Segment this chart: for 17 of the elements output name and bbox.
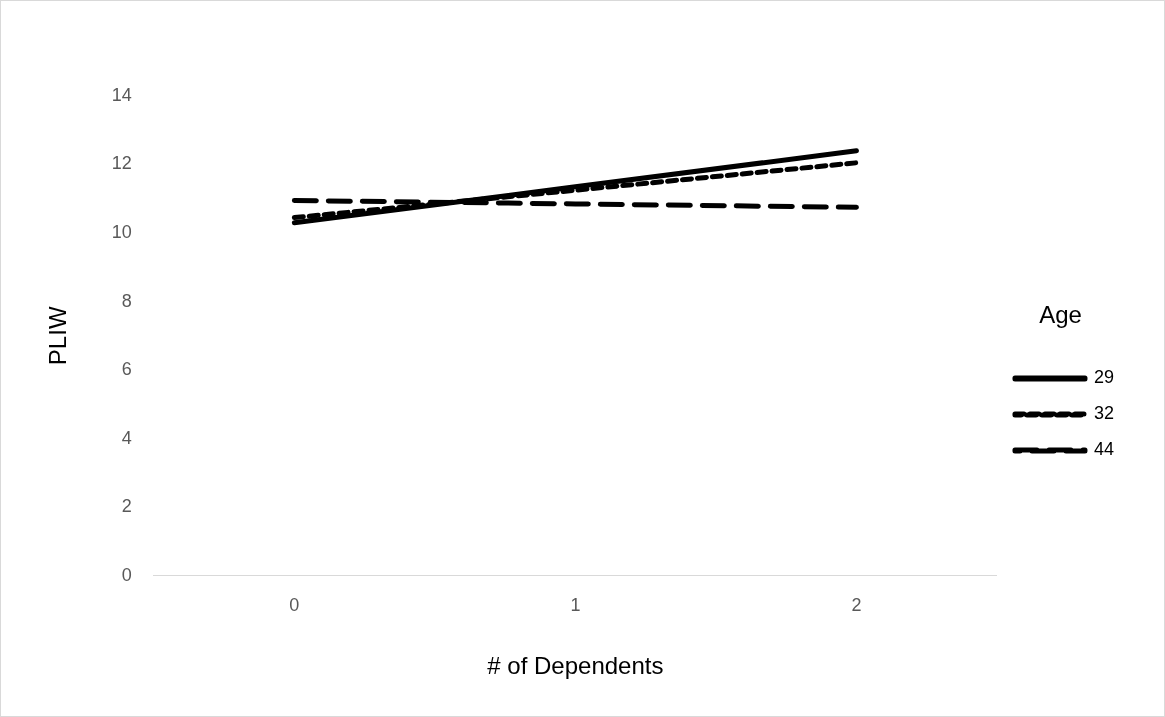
y-tick-label: 12 [111, 153, 132, 174]
y-tick-label: 4 [121, 427, 132, 448]
y-tick-label: 6 [121, 359, 132, 380]
legend-label: 32 [1093, 403, 1115, 424]
x-tick-label: 2 [851, 595, 862, 616]
x-tick-label: 0 [289, 595, 300, 616]
legend-label: 29 [1093, 367, 1115, 388]
y-tick-label: 14 [111, 84, 132, 105]
x-axis-title: # of Dependents [487, 652, 664, 680]
y-tick-label: 2 [121, 496, 132, 517]
y-tick-label: 10 [111, 222, 132, 242]
y-tick-label: 8 [121, 290, 132, 311]
legend-title: Age [1039, 301, 1082, 329]
y-axis-title: PLIW [44, 306, 72, 366]
y-tick-label: 0 [121, 564, 132, 585]
x-tick-label: 1 [570, 595, 581, 616]
legend-label: 44 [1093, 439, 1115, 460]
